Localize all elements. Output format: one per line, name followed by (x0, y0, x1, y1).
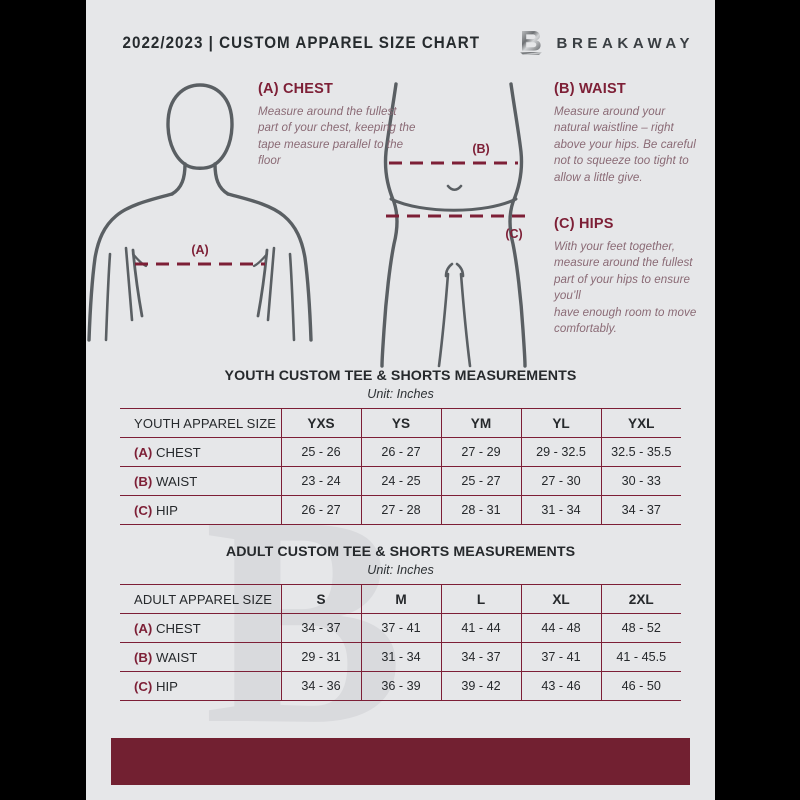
instruction-hips-body: With your feet together, measure around … (554, 240, 697, 336)
youth-chest-yl: 29 - 32.5 (521, 437, 602, 467)
adult-row-label-hip: (C) HIP (120, 671, 282, 701)
table-row: (C) HIP 26 - 27 27 - 28 28 - 31 31 - 34 … (120, 495, 681, 525)
youth-hip-ys: 27 - 28 (361, 495, 442, 525)
row-prefix: (B) (134, 649, 153, 665)
row-label: WAIST (155, 649, 198, 665)
table-row: (C) HIP 34 - 36 36 - 39 39 - 42 43 - 46 … (120, 671, 681, 701)
youth-hip-yxs: 26 - 27 (281, 495, 362, 525)
youth-size-header: YOUTH APPAREL SIZE (120, 408, 282, 438)
brand-logo: BREAKAWAY (518, 28, 695, 58)
row-prefix: (C) (134, 502, 153, 518)
youth-row-label-hip: (C) HIP (120, 495, 282, 525)
youth-waist-yl: 27 - 30 (521, 466, 602, 496)
adult-size-s: S (281, 584, 362, 614)
row-prefix: (A) (134, 444, 153, 460)
adult-chest-xl: 44 - 48 (521, 613, 602, 643)
table-header-row: YOUTH APPAREL SIZE YXS YS YM YL YXL (120, 408, 681, 438)
youth-size-yxl: YXL (601, 408, 681, 438)
instruction-chest-body: Measure around the fullest part of your … (258, 105, 416, 168)
youth-row-label-chest: (A) CHEST (120, 437, 282, 467)
adult-size-l: L (441, 584, 522, 614)
adult-chest-2xl: 48 - 52 (601, 613, 681, 643)
row-label: CHEST (155, 620, 201, 636)
youth-table-title: YOUTH CUSTOM TEE & SHORTS MEASUREMENTS (224, 368, 577, 384)
adult-hip-m: 36 - 39 (361, 671, 442, 701)
youth-measurements-section: YOUTH CUSTOM TEE & SHORTS MEASUREMENTS U… (86, 368, 715, 525)
youth-chest-yxs: 25 - 26 (281, 437, 362, 467)
breakaway-b-monogram-icon (519, 31, 542, 55)
youth-waist-yxl: 30 - 33 (601, 466, 681, 496)
table-row: (A) CHEST 34 - 37 37 - 41 41 - 44 44 - 4… (120, 613, 681, 643)
brand-name: BREAKAWAY (556, 34, 695, 52)
youth-waist-yxs: 23 - 24 (281, 466, 362, 496)
table-row: (B) WAIST 29 - 31 31 - 34 34 - 37 37 - 4… (120, 642, 681, 672)
instruction-hips: (C) HIPS With your feet together, measur… (554, 216, 709, 338)
instruction-waist-body: Measure around your natural waistline – … (554, 105, 696, 184)
adult-hip-2xl: 46 - 50 (601, 671, 681, 701)
lower-body-figure (380, 82, 527, 368)
adult-measurements-table: ADULT APPAREL SIZE S M L XL 2XL (A) CHES… (120, 584, 681, 701)
youth-waist-ym: 25 - 27 (441, 466, 522, 496)
table-header-row: ADULT APPAREL SIZE S M L XL 2XL (120, 584, 681, 614)
row-prefix: (A) (134, 620, 153, 636)
youth-chest-ym: 27 - 29 (441, 437, 522, 467)
adult-row-label-waist: (B) WAIST (120, 642, 282, 672)
hip-measure-label: (C) (505, 227, 522, 241)
youth-hip-yl: 31 - 34 (521, 495, 602, 525)
instruction-chest: (A) CHEST Measure around the fullest par… (258, 81, 418, 170)
instruction-waist-title: (B) WAIST (554, 81, 626, 97)
adult-hip-s: 34 - 36 (281, 671, 362, 701)
row-label: HIP (155, 502, 178, 518)
adult-hip-l: 39 - 42 (441, 671, 522, 701)
size-chart-page: B 2022/2023 | CUSTOM APPAREL SIZE CHART … (86, 0, 715, 800)
row-prefix: (C) (134, 678, 153, 694)
youth-row-label-waist: (B) WAIST (120, 466, 282, 496)
row-label: WAIST (155, 473, 198, 489)
youth-waist-ys: 24 - 25 (361, 466, 442, 496)
page-header: 2022/2023 | CUSTOM APPAREL SIZE CHART BR… (86, 26, 715, 60)
adult-size-m: M (361, 584, 442, 614)
table-row: (B) WAIST 23 - 24 24 - 25 25 - 27 27 - 3… (120, 466, 681, 496)
youth-hip-ym: 28 - 31 (441, 495, 522, 525)
youth-size-yxs: YXS (281, 408, 362, 438)
upper-body-figure (87, 83, 313, 342)
adult-table-title: ADULT CUSTOM TEE & SHORTS MEASUREMENTS (225, 544, 576, 560)
youth-chest-yxl: 32.5 - 35.5 (601, 437, 681, 467)
adult-waist-m: 31 - 34 (361, 642, 442, 672)
row-label: CHEST (155, 444, 201, 460)
instruction-hips-title: (C) HIPS (554, 216, 614, 232)
instruction-waist: (B) WAIST Measure around your natural wa… (554, 81, 704, 186)
adult-chest-l: 41 - 44 (441, 613, 522, 643)
adult-chest-s: 34 - 37 (281, 613, 362, 643)
youth-table-unit: Unit: Inches (367, 387, 434, 401)
adult-measurements-section: ADULT CUSTOM TEE & SHORTS MEASUREMENTS U… (86, 544, 715, 701)
chest-measure-label: (A) (191, 243, 208, 257)
waist-measure-label: (B) (472, 142, 489, 156)
adult-size-xl: XL (521, 584, 602, 614)
adult-chest-m: 37 - 41 (361, 613, 442, 643)
youth-size-yl: YL (521, 408, 602, 438)
adult-size-header: ADULT APPAREL SIZE (120, 584, 282, 614)
adult-waist-l: 34 - 37 (441, 642, 522, 672)
row-label: HIP (155, 678, 178, 694)
adult-table-unit: Unit: Inches (367, 563, 434, 577)
youth-measurements-table: YOUTH APPAREL SIZE YXS YS YM YL YXL (A) … (120, 408, 681, 525)
adult-waist-s: 29 - 31 (281, 642, 362, 672)
adult-waist-2xl: 41 - 45.5 (601, 642, 681, 672)
page-title: 2022/2023 | CUSTOM APPAREL SIZE CHART (122, 33, 480, 52)
adult-waist-xl: 37 - 41 (521, 642, 602, 672)
measurement-illustrations: (A) (B) (C) (87, 82, 528, 368)
table-row: (A) CHEST 25 - 26 26 - 27 27 - 29 29 - 3… (120, 437, 681, 467)
youth-chest-ys: 26 - 27 (361, 437, 442, 467)
body-figures: (A) (B) (C) (86, 68, 715, 368)
youth-hip-yxl: 34 - 37 (601, 495, 681, 525)
row-prefix: (B) (134, 473, 153, 489)
adult-hip-xl: 43 - 46 (521, 671, 602, 701)
adult-size-2xl: 2XL (601, 584, 681, 614)
footer-bar (111, 738, 690, 785)
youth-size-ym: YM (441, 408, 522, 438)
youth-size-ys: YS (361, 408, 442, 438)
instruction-chest-title: (A) CHEST (258, 81, 334, 97)
adult-row-label-chest: (A) CHEST (120, 613, 282, 643)
